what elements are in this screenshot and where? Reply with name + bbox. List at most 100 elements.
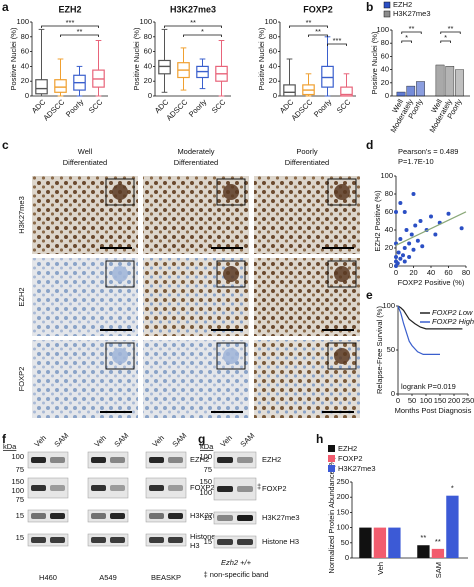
protein-label: FOXP2 xyxy=(262,484,287,493)
inset-nucleus xyxy=(112,184,128,200)
y-axis-label: Normalized Protein Abundance (%) xyxy=(327,456,336,574)
significance-bracket xyxy=(164,25,222,28)
blot xyxy=(213,477,257,501)
band xyxy=(217,457,233,463)
y-axis-label: Positive Nuclei (%) xyxy=(370,31,379,94)
legend-swatch xyxy=(383,10,391,18)
legend-label: FOXP2 High xyxy=(432,317,474,326)
lane-label: Veh xyxy=(92,433,108,449)
x-tick-label: Poorly xyxy=(187,97,209,119)
y-tick-label: 100 xyxy=(264,17,277,26)
point xyxy=(418,219,423,223)
band xyxy=(237,539,253,545)
y-tick-label: 0 xyxy=(389,261,393,270)
x-tick-label: 250 xyxy=(462,396,474,405)
significance-label: ** xyxy=(77,27,83,36)
legend-label: FOXP2 xyxy=(338,454,363,463)
bar xyxy=(455,69,464,97)
significance-label: * xyxy=(201,27,204,36)
protein-label: EZH2 xyxy=(190,455,209,464)
point xyxy=(446,211,451,216)
y-tick-label: 60 xyxy=(144,47,152,56)
x-tick-label: SCC xyxy=(210,97,228,115)
kda-label: kDa xyxy=(3,442,17,451)
point xyxy=(401,253,405,258)
column-header: Differentiated xyxy=(174,158,218,167)
y-tick-label: 40 xyxy=(269,61,277,70)
band xyxy=(217,515,233,521)
column-header: Differentiated xyxy=(285,158,329,167)
bar xyxy=(373,527,387,558)
significance-label: ** xyxy=(190,18,196,27)
bar xyxy=(359,527,372,558)
significance-bracket xyxy=(401,40,412,43)
band xyxy=(31,537,46,543)
column-header: Well xyxy=(78,147,93,156)
significance-bracket xyxy=(60,34,99,37)
inset-nucleus xyxy=(334,184,350,200)
bar xyxy=(446,495,459,558)
inset-nucleus xyxy=(112,266,128,282)
point xyxy=(409,232,414,237)
lane-label: SAM xyxy=(170,431,188,449)
y-tick-label: 80 xyxy=(21,32,29,41)
column-header: Poorly xyxy=(296,147,318,156)
bar xyxy=(417,545,430,558)
x-tick-label: 60 xyxy=(444,268,452,277)
legend-swatch xyxy=(383,1,391,9)
protein-label: Histone H3 xyxy=(262,537,299,546)
kda-marker: 150 xyxy=(199,477,212,486)
point xyxy=(413,223,418,228)
x-tick-label: SCC xyxy=(87,97,105,115)
bar xyxy=(396,91,406,97)
x-tick-label: 200 xyxy=(448,396,461,405)
significance-bracket xyxy=(440,31,461,34)
panel-label: d xyxy=(366,138,373,152)
point xyxy=(459,226,464,231)
row-label: H3K27me3 xyxy=(17,196,26,234)
kda-marker: 100 xyxy=(11,452,24,461)
column-header: Differentiated xyxy=(63,158,107,167)
y-tick-label: 80 xyxy=(269,32,277,41)
y-tick-label: 50 xyxy=(341,538,349,547)
inset xyxy=(327,260,357,288)
significance-label: ** xyxy=(420,533,426,542)
kda-marker: 15 xyxy=(16,511,24,520)
x-axis-label: Months Post Diagnosis xyxy=(395,406,472,415)
y-tick-label: 100 xyxy=(16,17,29,26)
band xyxy=(91,537,106,543)
bar xyxy=(431,548,445,558)
cell-line-label: H460 xyxy=(39,573,57,582)
blot xyxy=(213,451,257,469)
point xyxy=(398,256,403,261)
point xyxy=(404,228,409,232)
significance-bracket xyxy=(308,34,328,37)
significance-label: *** xyxy=(333,36,342,45)
lane-label: Veh xyxy=(218,433,234,449)
lane-label: SAM xyxy=(52,431,70,449)
y-axis-label: Positive Nuclei (%) xyxy=(9,27,18,90)
y-tick-label: 0 xyxy=(345,553,349,562)
significance-bracket xyxy=(401,31,422,34)
x-tick-label: 40 xyxy=(427,268,435,277)
band xyxy=(31,485,46,491)
column-header: Moderately xyxy=(177,147,214,156)
panel-label: b xyxy=(366,0,373,14)
y-tick-label: 100 xyxy=(382,301,395,310)
kda-marker: 15 xyxy=(204,513,212,522)
band xyxy=(91,457,106,463)
y-tick-label: 40 xyxy=(381,65,389,74)
protein-label: H3K27me3 xyxy=(190,511,228,520)
y-tick-label: 40 xyxy=(385,225,393,234)
bar xyxy=(388,527,401,558)
cell-line-label: BEASKP xyxy=(151,573,181,582)
box xyxy=(54,79,67,93)
x-axis-label: FOXP2 Positive (%) xyxy=(398,278,465,287)
point xyxy=(402,259,407,264)
kda-label: kDa xyxy=(200,442,214,451)
band xyxy=(110,513,125,519)
inset-nucleus xyxy=(223,348,239,364)
point xyxy=(402,246,407,250)
y-tick-label: 80 xyxy=(144,32,152,41)
kda-marker: 75 xyxy=(16,465,24,474)
